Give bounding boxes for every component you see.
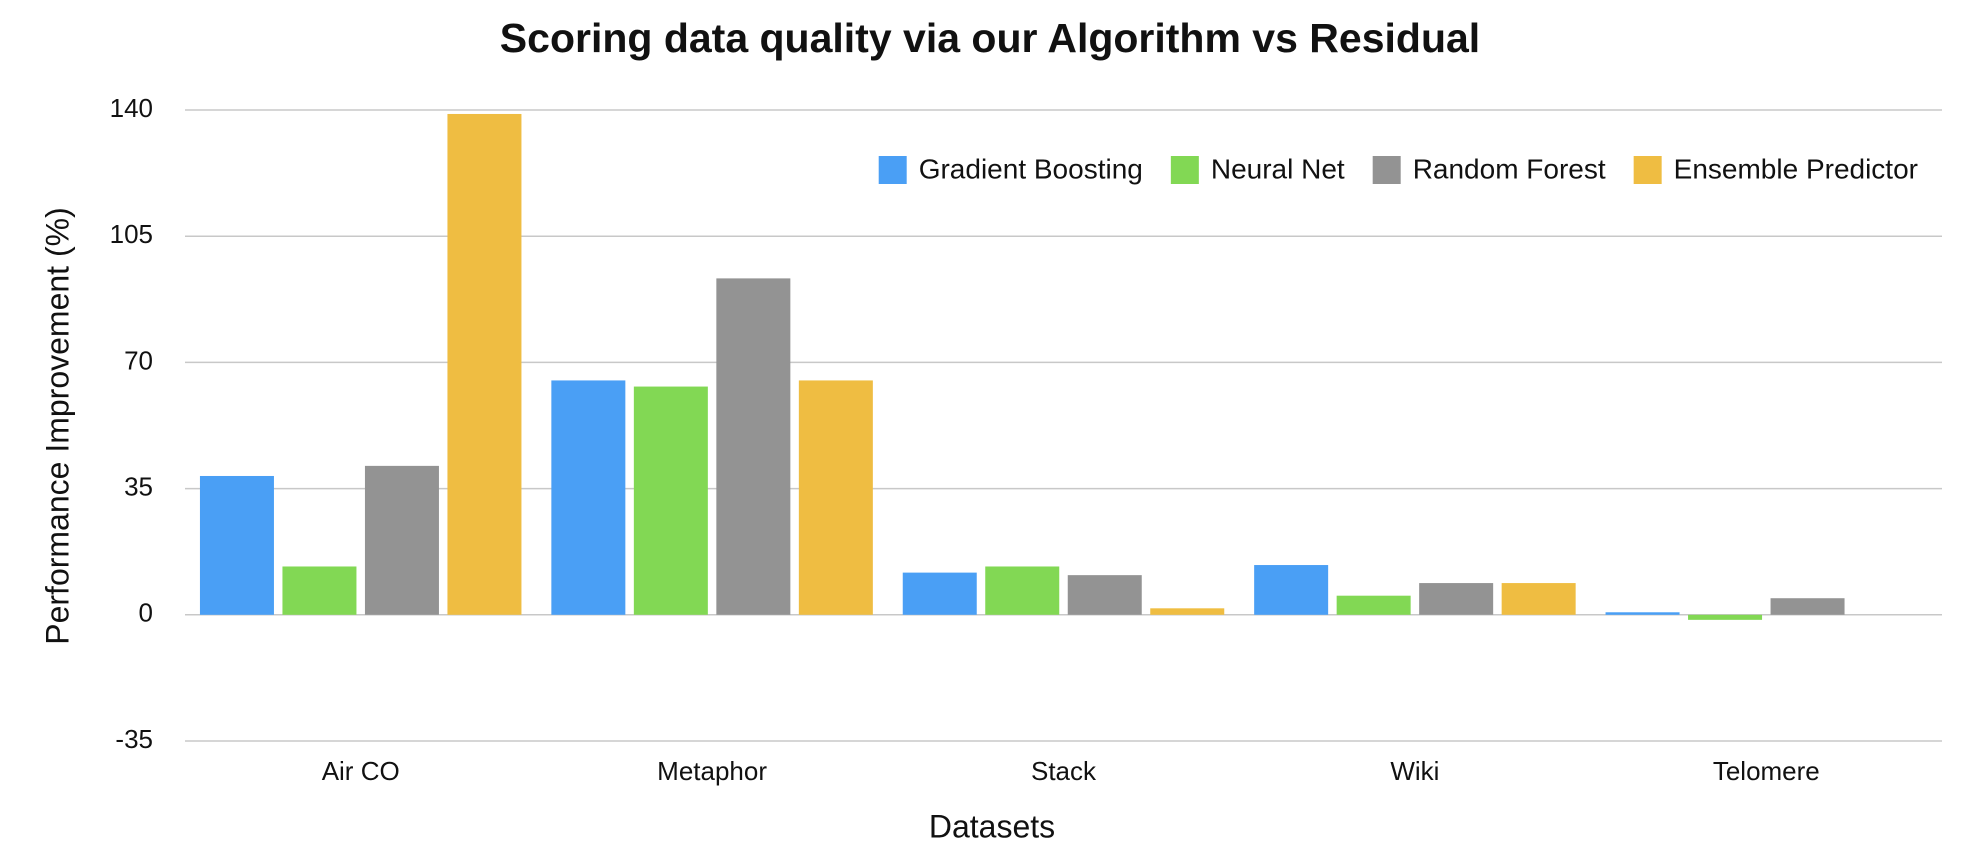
x-axis-label: Datasets <box>929 808 1055 844</box>
bar <box>902 572 977 615</box>
legend-label: Ensemble Predictor <box>1674 153 1918 184</box>
bar <box>1501 583 1576 615</box>
legend-swatch <box>1170 156 1199 184</box>
legend-swatch <box>1633 156 1662 184</box>
legend-swatch <box>1372 156 1401 184</box>
bar <box>1419 583 1494 615</box>
y-tick-label: 0 <box>139 598 153 628</box>
chart-title: Scoring data quality via our Algorithm v… <box>500 15 1480 61</box>
x-tick-label: Metaphor <box>657 756 767 786</box>
y-tick-label: 70 <box>124 345 153 375</box>
y-tick-label: 140 <box>110 93 153 123</box>
bar <box>447 113 522 615</box>
bar <box>1150 608 1225 615</box>
legend-label: Gradient Boosting <box>919 153 1143 184</box>
x-tick-label: Stack <box>1031 756 1097 786</box>
bar <box>282 566 357 615</box>
bar <box>551 380 626 615</box>
x-tick-label: Wiki <box>1390 756 1439 786</box>
y-tick-label: 35 <box>124 471 153 501</box>
bar <box>1067 575 1142 615</box>
legend-swatch <box>878 156 907 184</box>
x-tick-label: Telomere <box>1713 756 1820 786</box>
bar <box>798 380 873 615</box>
bar <box>716 278 791 615</box>
bar <box>1770 598 1845 615</box>
bar <box>1254 565 1329 615</box>
bar <box>364 465 439 615</box>
bar <box>1688 614 1763 620</box>
legend-label: Random Forest <box>1413 153 1606 184</box>
x-tick-label: Air CO <box>322 756 400 786</box>
y-tick-label: 105 <box>110 219 153 249</box>
bar <box>1336 595 1411 615</box>
bar <box>633 386 708 615</box>
bar <box>985 566 1060 615</box>
y-tick-label: -35 <box>115 724 153 754</box>
bar <box>1605 612 1680 615</box>
legend-label: Neural Net <box>1211 153 1345 184</box>
y-axis-label: Performance Improvement (%) <box>39 207 75 644</box>
bar <box>199 475 274 615</box>
